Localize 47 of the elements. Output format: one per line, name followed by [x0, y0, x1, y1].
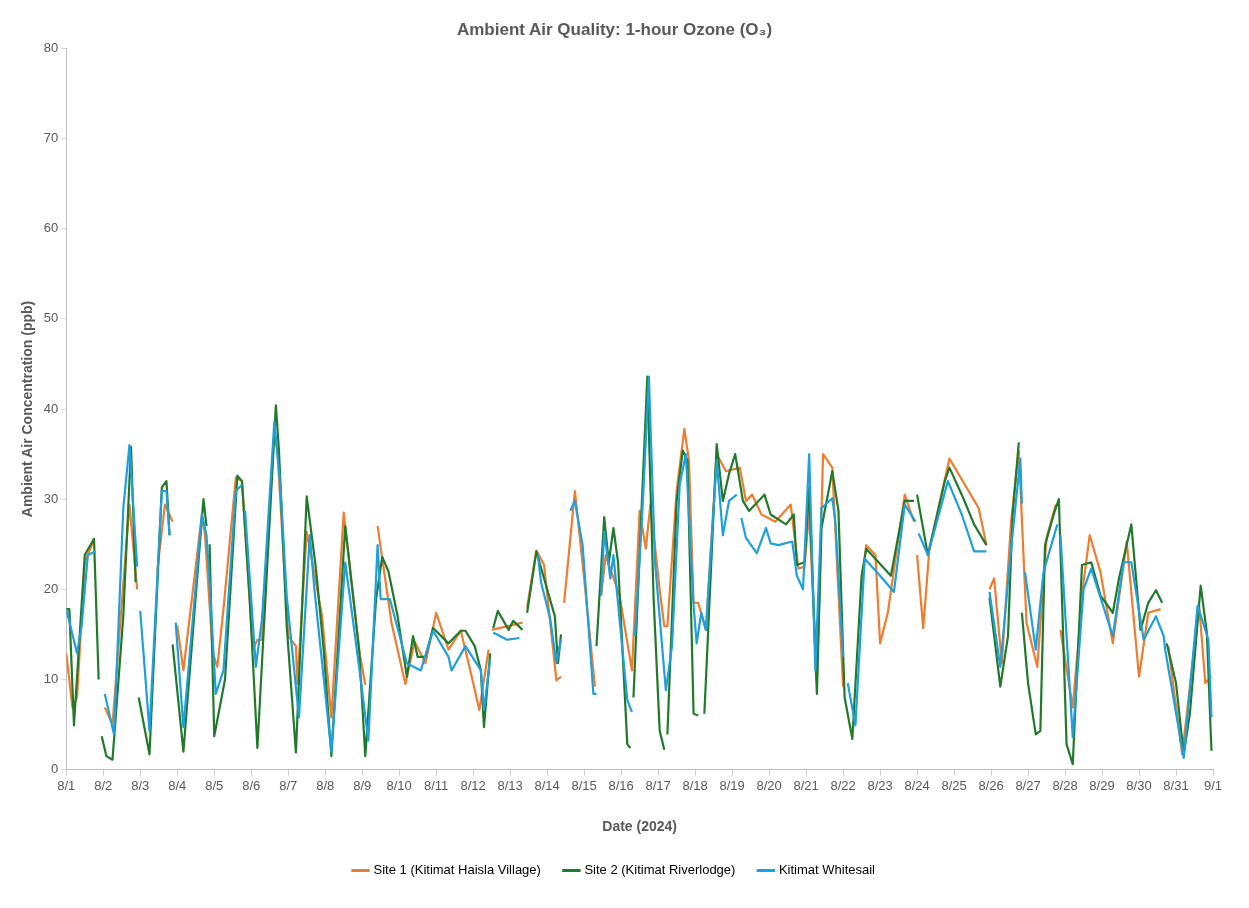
x-tick-label: 8/10 — [386, 777, 412, 793]
legend-label: Site 2 (Kitimat Riverlodge) — [584, 862, 736, 878]
x-tick-label: 8/8 — [316, 777, 335, 793]
x-tick-label: 8/20 — [756, 777, 782, 793]
x-tick-label: 8/21 — [793, 777, 819, 793]
x-tick-label: 9/1 — [1203, 777, 1223, 793]
x-tick-label: 8/24 — [904, 777, 930, 793]
x-tick-label: 8/5 — [205, 777, 224, 793]
x-tick-label: 8/18 — [682, 777, 708, 793]
x-tick-label: 8/28 — [1052, 777, 1078, 793]
y-tick-label: 20 — [43, 580, 59, 596]
x-tick-label: 8/25 — [941, 777, 967, 793]
x-tick-label: 8/19 — [719, 777, 745, 793]
x-tick-label: 8/7 — [279, 777, 298, 793]
x-tick-label: 8/17 — [645, 777, 671, 793]
x-tick-label: 8/30 — [1126, 777, 1152, 793]
x-tick-label: 8/13 — [497, 777, 523, 793]
y-tick-label: 30 — [43, 490, 59, 506]
x-tick-label: 8/22 — [830, 777, 856, 793]
y-tick-label: 0 — [51, 761, 59, 777]
x-tick-label: 8/11 — [424, 777, 449, 793]
x-tick-label: 8/9 — [353, 777, 372, 793]
x-axis-title: Date (2024) — [602, 818, 677, 835]
x-tick-label: 8/4 — [168, 777, 187, 793]
x-tick-label: 8/23 — [867, 777, 893, 793]
legend-label: Site 1 (Kitimat Haisla Village) — [373, 862, 541, 878]
x-tick-label: 8/6 — [242, 777, 261, 793]
y-axis-title: Ambient Air Concentration (ppb) — [19, 300, 36, 518]
x-tick-label: 8/16 — [608, 777, 634, 793]
y-tick-label: 70 — [43, 130, 59, 146]
x-tick-label: 8/31 — [1163, 777, 1189, 793]
y-tick-label: 80 — [43, 39, 59, 55]
x-tick-label: 8/14 — [534, 777, 560, 793]
y-tick-label: 60 — [43, 220, 59, 236]
x-tick-label: 8/26 — [978, 777, 1004, 793]
y-tick-label: 50 — [43, 310, 59, 326]
x-tick-label: 8/2 — [94, 777, 113, 793]
legend-label: Kitimat Whitesail — [778, 862, 876, 878]
x-tick-label: 8/15 — [571, 777, 597, 793]
chart-title: Ambient Air Quality: 1-hour Ozone (O₃) — [456, 19, 773, 39]
x-tick-label: 8/12 — [460, 777, 486, 793]
x-tick-label: 8/3 — [131, 777, 150, 793]
y-tick-label: 10 — [43, 671, 59, 687]
x-tick-label: 8/27 — [1015, 777, 1041, 793]
x-tick-label: 8/1 — [57, 777, 76, 793]
x-tick-label: 8/29 — [1089, 777, 1115, 793]
y-tick-label: 40 — [43, 400, 59, 416]
